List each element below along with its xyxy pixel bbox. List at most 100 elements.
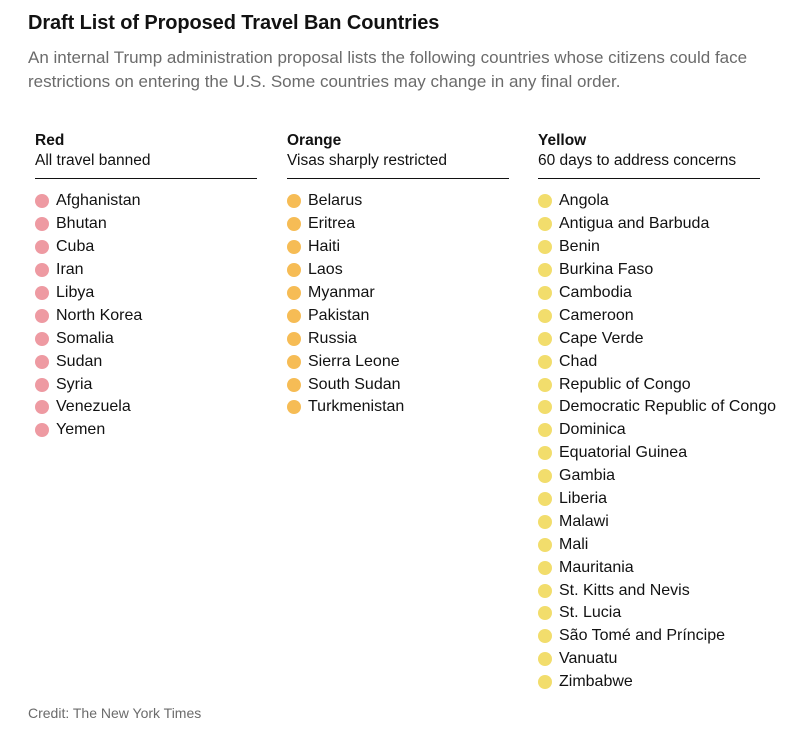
color-dot-icon (287, 286, 301, 300)
column-description: 60 days to address concerns (538, 152, 737, 169)
country-name: Democratic Republic of Congo (559, 398, 776, 416)
country-name: Pakistan (308, 306, 370, 324)
color-dot-icon (538, 675, 552, 690)
country-list: Afghanistan Bhutan Cuba Iran Libya North Kore… (35, 190, 263, 442)
list-item: Chad (538, 350, 788, 373)
country-name: Cape Verde (559, 329, 644, 347)
color-dot-icon (538, 308, 552, 323)
color-dot-icon (538, 263, 552, 278)
country-name: Bhutan (56, 215, 107, 233)
color-dot-icon (35, 354, 49, 369)
country-name: Russia (308, 329, 357, 347)
list-item: Pakistan (287, 304, 515, 327)
country-name: Afghanistan (56, 192, 141, 210)
country-name: Cuba (56, 238, 95, 256)
country-name: Yemen (56, 421, 106, 439)
list-item: Sierra Leone (287, 350, 515, 373)
color-dot-icon (287, 331, 301, 346)
country-name: St. Lucia (559, 604, 622, 622)
country-name: North Korea (56, 306, 143, 324)
country-name: Antigua and Barbuda (559, 215, 710, 233)
country-name: South Sudan (308, 375, 401, 393)
country-name: Cambodia (559, 284, 632, 301)
list-item: Angola (538, 190, 788, 213)
color-dot-icon (538, 583, 552, 598)
color-dot-icon (287, 377, 301, 392)
list-item: Laos (287, 259, 515, 282)
color-dot-icon (538, 240, 552, 255)
country-name: St. Kitts and Nevis (559, 581, 690, 599)
list-item: Republic of Congo (538, 373, 788, 396)
column-header: Orange Visas sharply restricted (287, 131, 509, 179)
country-name: Malawi (559, 512, 609, 530)
country-name: Dominica (559, 421, 626, 439)
country-name: Myanmar (308, 284, 375, 301)
list-item: South Sudan (287, 373, 515, 396)
page-subtitle: An internal Trump administration proposa… (28, 48, 748, 91)
color-dot-icon (287, 194, 301, 209)
country-name: Chad (559, 352, 598, 370)
color-dot-icon (538, 194, 552, 209)
country-name: Equatorial Guinea (559, 444, 688, 462)
color-dot-icon (538, 629, 552, 644)
credit-line: Credit: The New York Times (28, 705, 202, 721)
list-item: Russia (287, 327, 515, 350)
list-item: Benin (538, 236, 788, 259)
column-yellow: Yellow 60 days to address concerns Angol… (538, 131, 788, 694)
country-name: Cameroon (559, 306, 634, 324)
country-name: Turkmenistan (308, 398, 405, 416)
column-red: Red All travel banned Afghanistan Bhutan C… (35, 131, 263, 442)
color-dot-icon (538, 286, 552, 300)
color-dot-icon (287, 308, 301, 323)
color-dot-icon (35, 400, 49, 415)
list-item: Haiti (287, 236, 515, 259)
color-dot-icon (35, 423, 49, 438)
color-dot-icon (287, 263, 301, 278)
list-item: Belarus (287, 190, 515, 213)
list-item: Burkina Faso (538, 259, 788, 282)
list-item: Dominica (538, 419, 788, 442)
country-name: Syria (56, 375, 93, 393)
list-item: Malawi (538, 510, 788, 533)
color-dot-icon (538, 423, 552, 438)
column-name: Yellow (538, 132, 587, 149)
color-dot-icon (35, 240, 49, 255)
country-name: Sudan (56, 352, 103, 370)
color-dot-icon (538, 400, 552, 415)
list-item: Antigua and Barbuda (538, 213, 788, 236)
column-description: Visas sharply restricted (287, 152, 447, 169)
column-name: Red (35, 132, 65, 149)
list-item: Eritrea (287, 213, 515, 236)
color-dot-icon (35, 286, 49, 300)
country-name: Mauritania (559, 558, 634, 576)
country-name: Liberia (559, 490, 608, 508)
list-item: Equatorial Guinea (538, 442, 788, 465)
color-dot-icon (538, 469, 552, 484)
list-item: Turkmenistan (287, 396, 515, 419)
list-item: Sudan (35, 350, 263, 373)
color-dot-icon (538, 606, 552, 621)
color-dot-icon (538, 560, 552, 575)
list-item: São Tomé and Príncipe (538, 625, 788, 648)
country-name: Mali (559, 535, 589, 553)
color-dot-icon (538, 354, 552, 369)
column-name: Orange (287, 132, 342, 149)
list-item: Gambia (538, 465, 788, 488)
page-title: Draft List of Proposed Travel Ban Countr… (28, 12, 440, 34)
color-dot-icon (538, 331, 552, 346)
list-item: Zimbabwe (538, 671, 788, 694)
color-dot-icon (538, 492, 552, 507)
color-dot-icon (287, 400, 301, 415)
color-dot-icon (35, 194, 49, 209)
color-dot-icon (538, 514, 552, 529)
color-dot-icon (538, 217, 552, 232)
color-dot-icon (287, 240, 301, 255)
country-name: Eritrea (308, 215, 356, 233)
country-name: Benin (559, 238, 600, 256)
country-name: Gambia (559, 467, 616, 485)
list-item: North Korea (35, 304, 263, 327)
color-dot-icon (287, 354, 301, 369)
list-item: Somalia (35, 327, 263, 350)
country-name: Haiti (308, 238, 341, 256)
country-name: Republic of Congo (559, 375, 691, 393)
